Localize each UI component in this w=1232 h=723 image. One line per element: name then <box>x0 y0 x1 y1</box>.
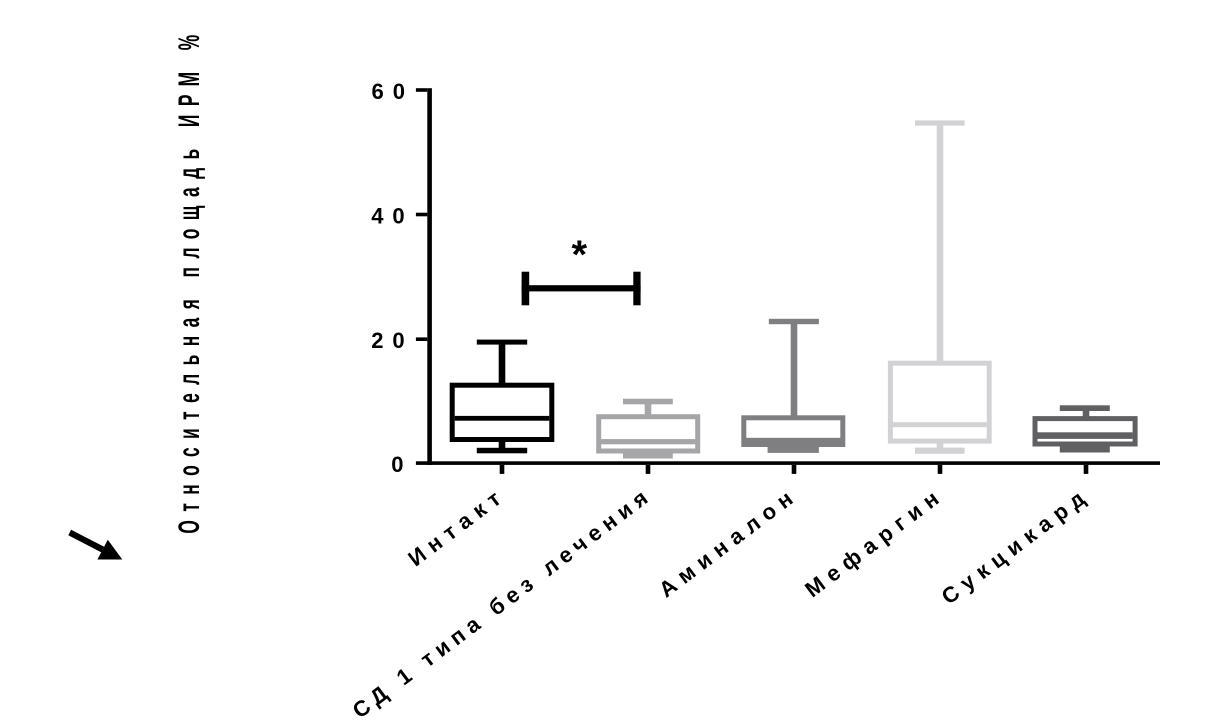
svg-text:20: 20 <box>371 328 413 353</box>
svg-text:0: 0 <box>391 452 412 477</box>
svg-text:*: * <box>572 233 588 277</box>
svg-text:60: 60 <box>372 79 414 104</box>
svg-text:Относительная площадь ИРМ %: Относительная площадь ИРМ % <box>173 26 206 533</box>
svg-text:40: 40 <box>371 204 413 229</box>
